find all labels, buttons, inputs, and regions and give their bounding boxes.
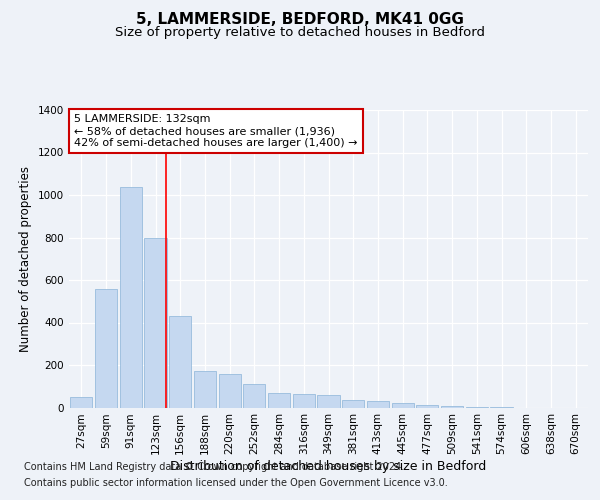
Bar (293, 394, 315, 407)
Text: Contains HM Land Registry data © Crown copyright and database right 2024.: Contains HM Land Registry data © Crown c… (24, 462, 404, 472)
Text: 5 LAMMERSIDE: 132sqm
← 58% of detached houses are smaller (1,936)
42% of semi-de: 5 LAMMERSIDE: 132sqm ← 58% of detached h… (74, 114, 358, 148)
Bar (392, 403, 414, 407)
Bar (342, 400, 364, 407)
Bar (416, 406, 439, 407)
Text: 5, LAMMERSIDE, BEDFORD, MK41 0GG: 5, LAMMERSIDE, BEDFORD, MK41 0GG (136, 12, 464, 28)
Text: Contains public sector information licensed under the Open Government Licence v3: Contains public sector information licen… (24, 478, 448, 488)
Bar (169, 316, 191, 408)
Bar (95, 288, 117, 408)
Text: Size of property relative to detached houses in Bedford: Size of property relative to detached ho… (115, 26, 485, 39)
Bar (145, 238, 167, 408)
Bar (119, 186, 142, 408)
Bar (268, 392, 290, 407)
Bar (317, 395, 340, 407)
Bar (441, 406, 463, 408)
Y-axis label: Number of detached properties: Number of detached properties (19, 166, 32, 352)
Bar (70, 397, 92, 407)
Bar (367, 401, 389, 407)
Bar (218, 374, 241, 408)
Bar (243, 384, 265, 407)
Bar (194, 372, 216, 408)
X-axis label: Distribution of detached houses by size in Bedford: Distribution of detached houses by size … (170, 460, 487, 473)
